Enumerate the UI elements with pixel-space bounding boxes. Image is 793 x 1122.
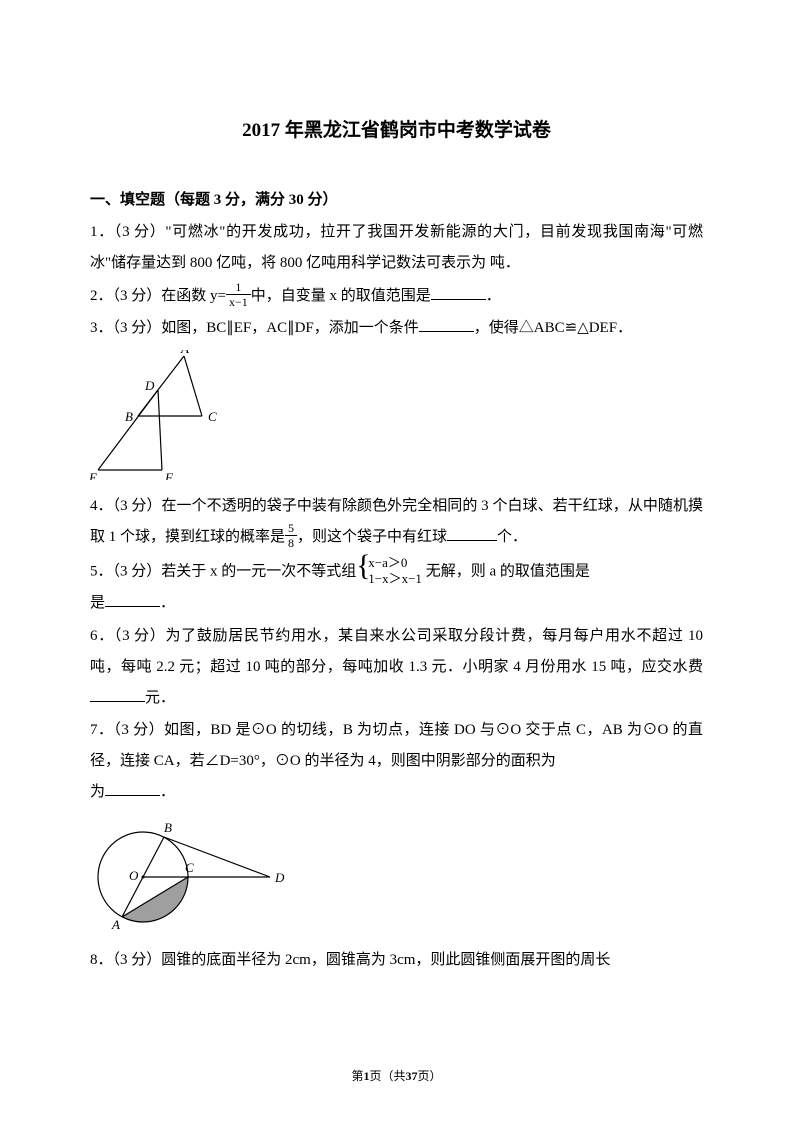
svg-text:C: C (185, 860, 194, 875)
q5-brace: x−a＞01−x＞x−1 (356, 555, 422, 589)
q6-blank (90, 687, 145, 702)
q2-prefix: 2．（3 分）在函数 y= (90, 288, 226, 304)
q4-frac-num: 5 (285, 522, 297, 536)
q4-blank (447, 526, 497, 541)
q2-suffix: ． (486, 288, 501, 304)
q2-blank (431, 285, 486, 300)
q1-suffix: 吨． (490, 255, 520, 271)
q2-frac-den: x−1 (226, 295, 251, 308)
footer-mid: 页（共 (369, 1069, 405, 1083)
svg-text:B: B (125, 409, 133, 424)
section-header: 一、填空题（每题 3 分，满分 30 分） (90, 188, 703, 209)
svg-text:F: F (164, 470, 174, 480)
q7-suffix: ． (160, 784, 175, 800)
q3-suffix: ，使得△ABC≌△DEF． (474, 320, 632, 336)
svg-text:B: B (164, 820, 172, 835)
q2-frac-num: 1 (226, 281, 251, 295)
q4-frac-den: 8 (285, 536, 297, 549)
svg-text:A: A (111, 917, 120, 932)
svg-text:D: D (274, 870, 285, 885)
question-3: 3．（3 分）如图，BC∥EF，AC∥DF，添加一个条件 ，使得△ABC≌△DEF… (90, 313, 703, 344)
svg-text:A: A (180, 350, 189, 356)
q7-blank (105, 781, 160, 796)
footer-suffix: 页） (418, 1069, 442, 1083)
q6-text: 6．（3 分）为了鼓励居民节约用水，某自来水公司采取分段计费，每月每户用水不超过… (90, 628, 703, 675)
q7-text: 7．（3 分）如图，BD 是⊙O 的切线，B 为切点，连接 DO 与⊙O 交于点… (90, 722, 703, 769)
q5-brace-line2: 1−x＞x−1 (368, 571, 422, 586)
q4-mid: ，则这个袋子中有红球 (297, 529, 447, 545)
q6-suffix: 元． (145, 690, 175, 706)
q3-text: 3．（3 分）如图，BC∥EF，AC∥DF，添加一个条件 (90, 320, 419, 336)
svg-text:O: O (129, 868, 139, 883)
q4-suffix: 个． (497, 529, 527, 545)
svg-text:C: C (208, 409, 217, 424)
question-8: 8．（3 分）圆锥的底面半径为 2cm，圆锥高为 3cm，则此圆锥侧面展开图的周… (90, 945, 703, 976)
question-1: 1．（3 分）"可燃冰"的开发成功，拉开了我国开发新能源的大门，目前发现我国南海… (90, 217, 703, 279)
question-2: 2．（3 分）在函数 y=1x−1中，自变量 x 的取值范围是 ． (90, 281, 703, 312)
q1-text: 1．（3 分）"可燃冰"的开发成功，拉开了我国开发新能源的大门，目前发现我国南海… (90, 224, 703, 271)
page-footer: 第1页（共37页） (0, 1067, 793, 1084)
footer-total: 37 (406, 1069, 418, 1083)
circle-diagram: O A B C D (90, 814, 300, 934)
diagram-q7: O A B C D (90, 814, 703, 939)
q5-mid: 无解，则 a 的取值范围是 (422, 563, 590, 579)
svg-text:D: D (144, 378, 155, 393)
q2-mid: 中，自变量 x 的取值范围是 (251, 288, 431, 304)
question-6: 6．（3 分）为了鼓励居民节约用水，某自来水公司采取分段计费，每月每户用水不超过… (90, 621, 703, 713)
footer-prefix: 第 (351, 1069, 363, 1083)
q5-brace-line1: x−a＞0 (368, 555, 407, 570)
triangle-diagram: A B C D E F (90, 350, 230, 480)
question-4: 4．（3 分）在一个不透明的袋子中装有除颜色外完全相同的 3 个白球、若干红球，… (90, 491, 703, 553)
page-title: 2017 年黑龙江省鹤岗市中考数学试卷 (90, 115, 703, 142)
question-5: 5．（3 分）若关于 x 的一元一次不等式组x−a＞01−x＞x−1 无解，则 … (90, 555, 703, 620)
q5-suffix: ． (160, 595, 175, 611)
svg-text:E: E (90, 470, 97, 480)
q4-fraction: 58 (285, 522, 297, 549)
q8-text: 8．（3 分）圆锥的底面半径为 2cm，圆锥高为 3cm，则此圆锥侧面展开图的周… (90, 952, 610, 968)
q2-fraction: 1x−1 (226, 281, 251, 308)
diagram-q3: A B C D E F (90, 350, 703, 485)
q3-blank (419, 317, 474, 332)
q5-prefix: 5．（3 分）若关于 x 的一元一次不等式组 (90, 563, 356, 579)
q5-blank (105, 592, 160, 607)
question-7: 7．（3 分）如图，BD 是⊙O 的切线，B 为切点，连接 DO 与⊙O 交于点… (90, 715, 703, 807)
